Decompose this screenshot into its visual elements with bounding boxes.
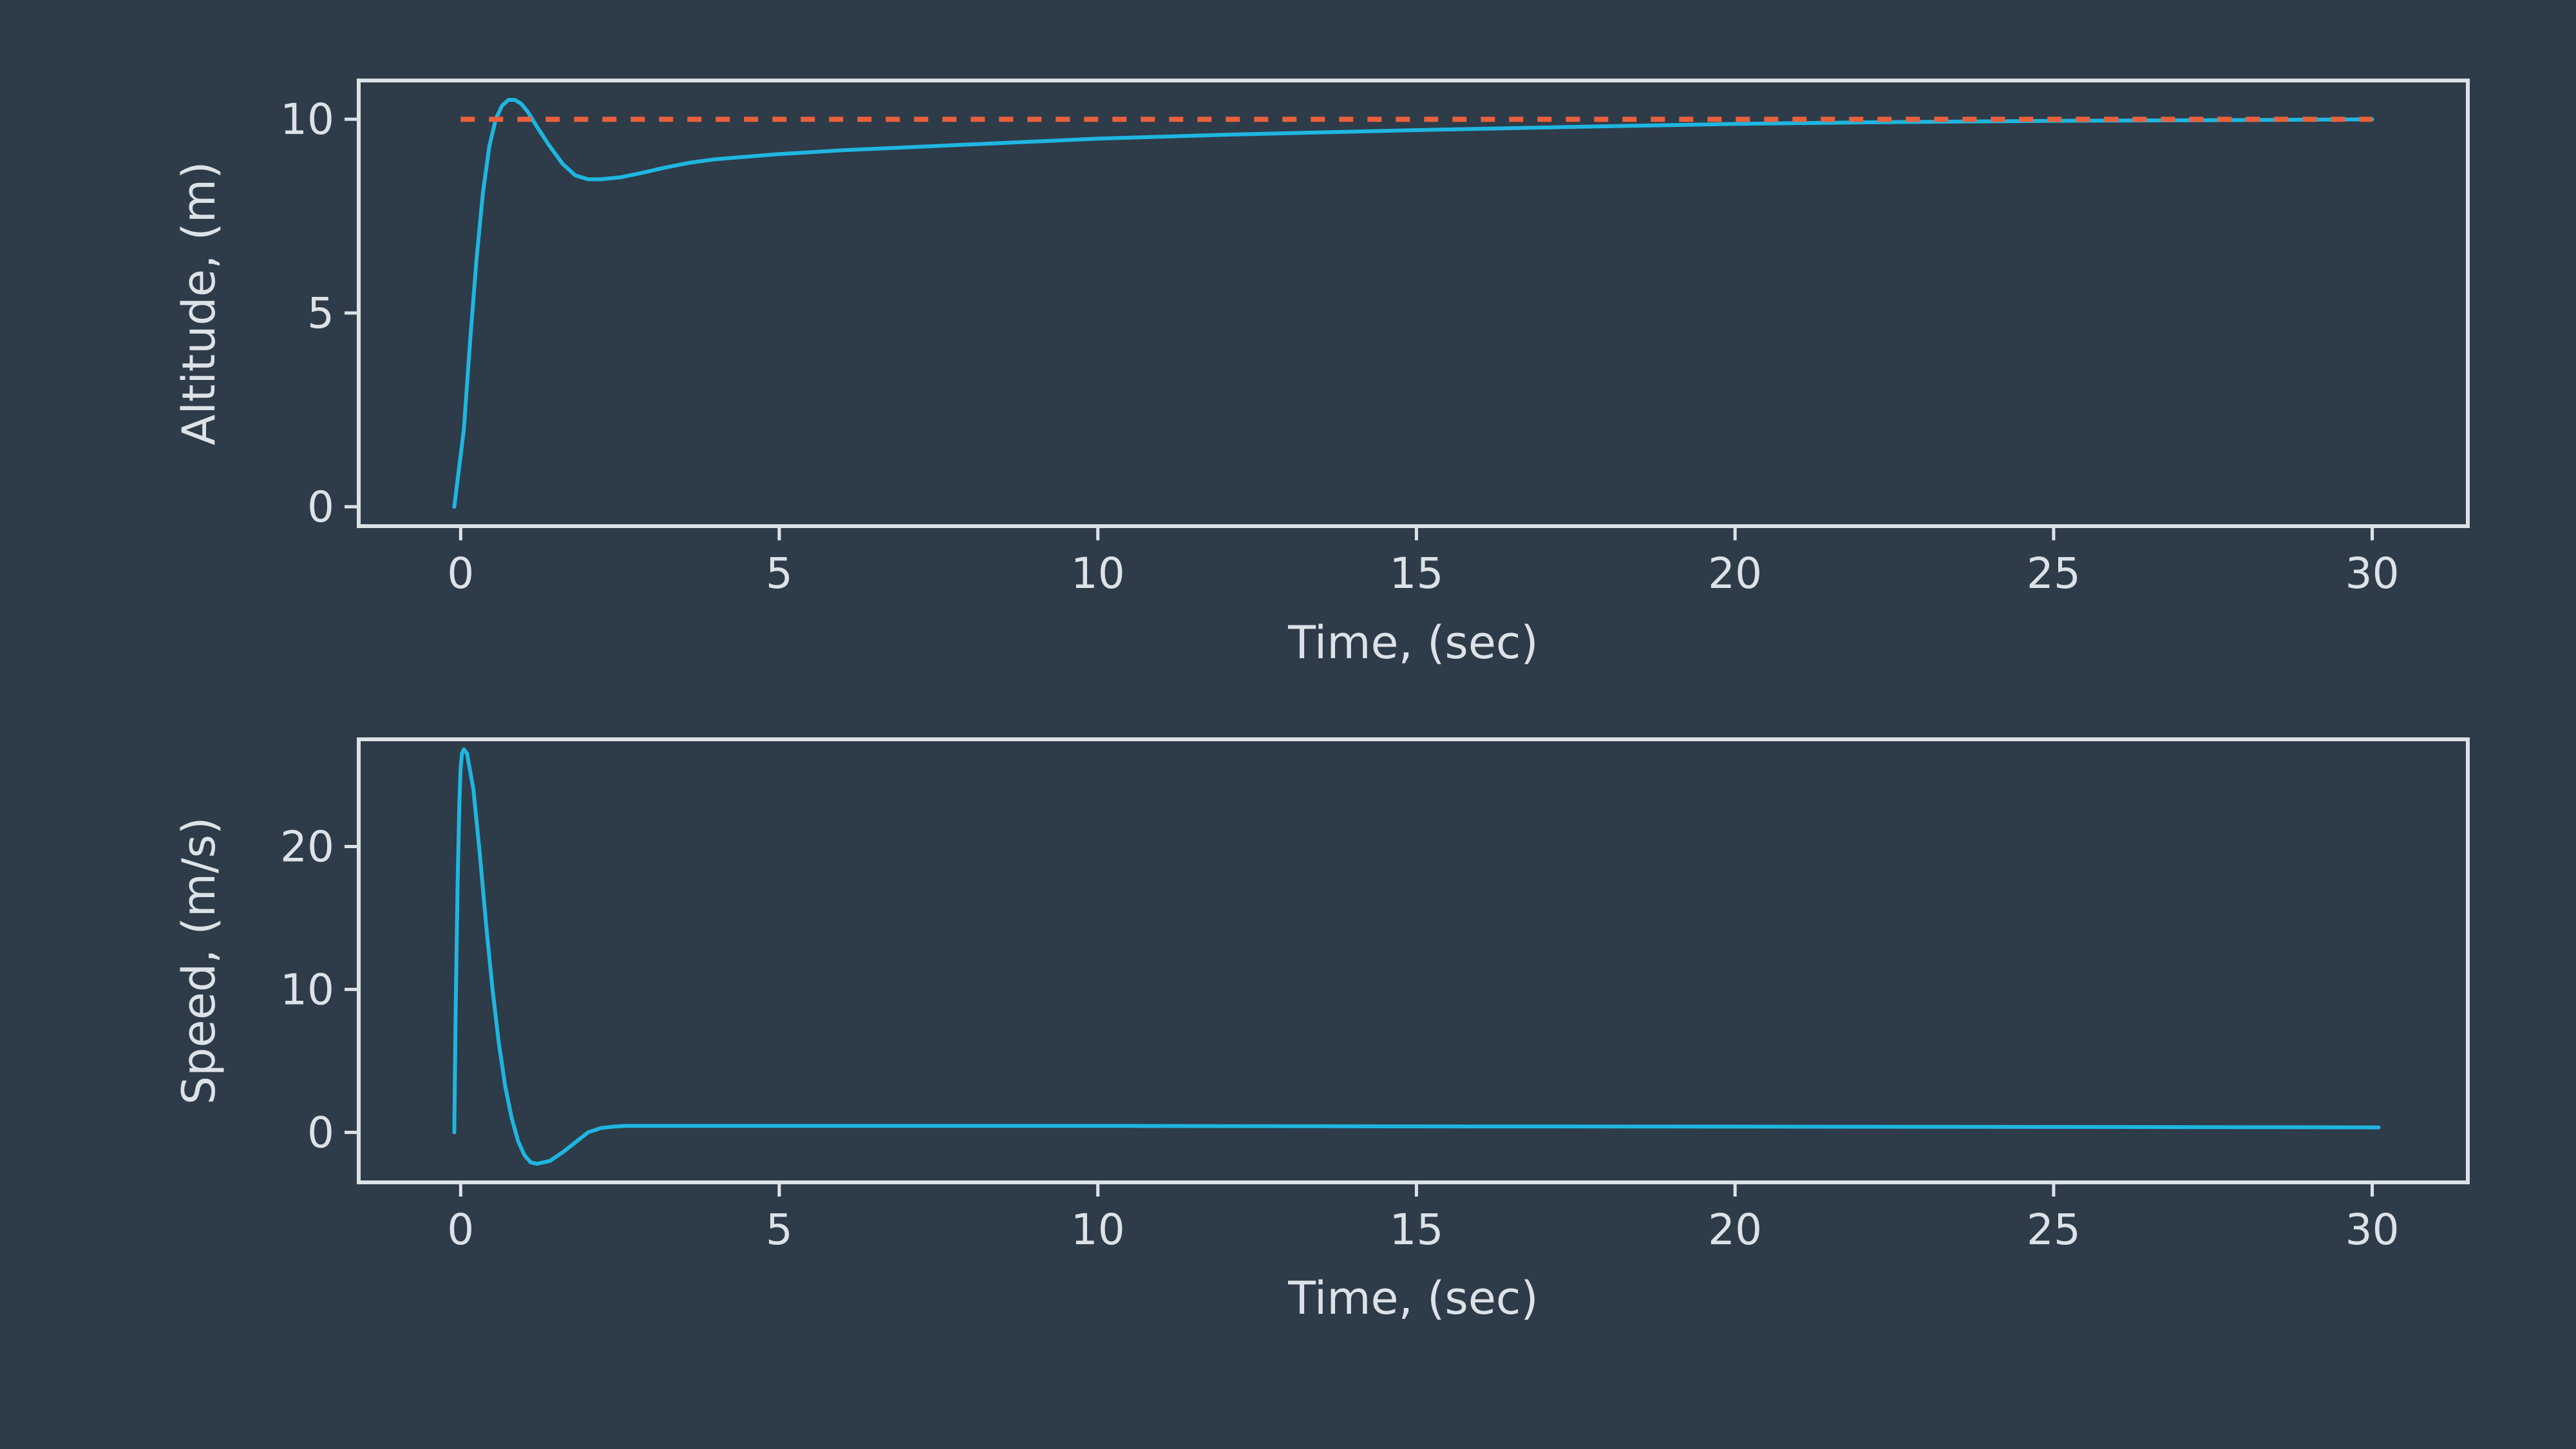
speed-y-axis-label: Speed, (m/s) bbox=[173, 817, 225, 1105]
altitude-subplot: 0 5 10 15 20 25 30 0 5 10 Time, (sec) Altitude, (m) bbox=[173, 79, 2470, 669]
speed-x-tick-label: 15 bbox=[1389, 1205, 1443, 1255]
speed-series-0-line bbox=[452, 747, 2381, 1166]
speed-y-tick-label: 10 bbox=[280, 965, 334, 1014]
altitude-y-axis-label: Altitude, (m) bbox=[173, 162, 225, 446]
altitude-y-tick-label: 10 bbox=[280, 95, 334, 144]
speed-x-tick-label: 25 bbox=[2027, 1205, 2081, 1255]
altitude-plot-frame bbox=[357, 79, 2470, 528]
altitude-x-tick-label: 30 bbox=[2345, 549, 2400, 598]
altitude-y-tick-label: 5 bbox=[307, 289, 334, 338]
altitude-x-tick-label: 25 bbox=[2027, 549, 2081, 598]
speed-y-tick-label: 0 bbox=[307, 1108, 334, 1157]
speed-x-tick-label: 5 bbox=[766, 1205, 793, 1255]
speed-x-tick-label: 30 bbox=[2345, 1205, 2400, 1255]
speed-x-tick-label: 10 bbox=[1071, 1205, 1125, 1255]
speed-plot-frame bbox=[357, 737, 2470, 1184]
speed-x-axis-label: Time, (sec) bbox=[1287, 1272, 1538, 1325]
altitude-x-tick-label: 10 bbox=[1071, 549, 1125, 598]
speed-y-tick-label: 20 bbox=[280, 822, 334, 871]
altitude-series-0-line bbox=[452, 98, 2374, 509]
altitude-x-tick-label: 15 bbox=[1389, 549, 1443, 598]
speed-x-tick-label: 0 bbox=[447, 1205, 474, 1255]
speed-subplot: 0 5 10 15 20 25 30 0 10 20 Time, (sec) Speed, (m/s) bbox=[173, 737, 2470, 1325]
altitude-y-tick-label: 0 bbox=[307, 482, 334, 532]
altitude-x-axis-label: Time, (sec) bbox=[1287, 616, 1538, 669]
altitude-x-tick-label: 20 bbox=[1708, 549, 1762, 598]
altitude-x-tick-label: 5 bbox=[766, 549, 793, 598]
altitude-x-tick-label: 0 bbox=[447, 549, 474, 598]
speed-x-tick-label: 20 bbox=[1708, 1205, 1762, 1255]
